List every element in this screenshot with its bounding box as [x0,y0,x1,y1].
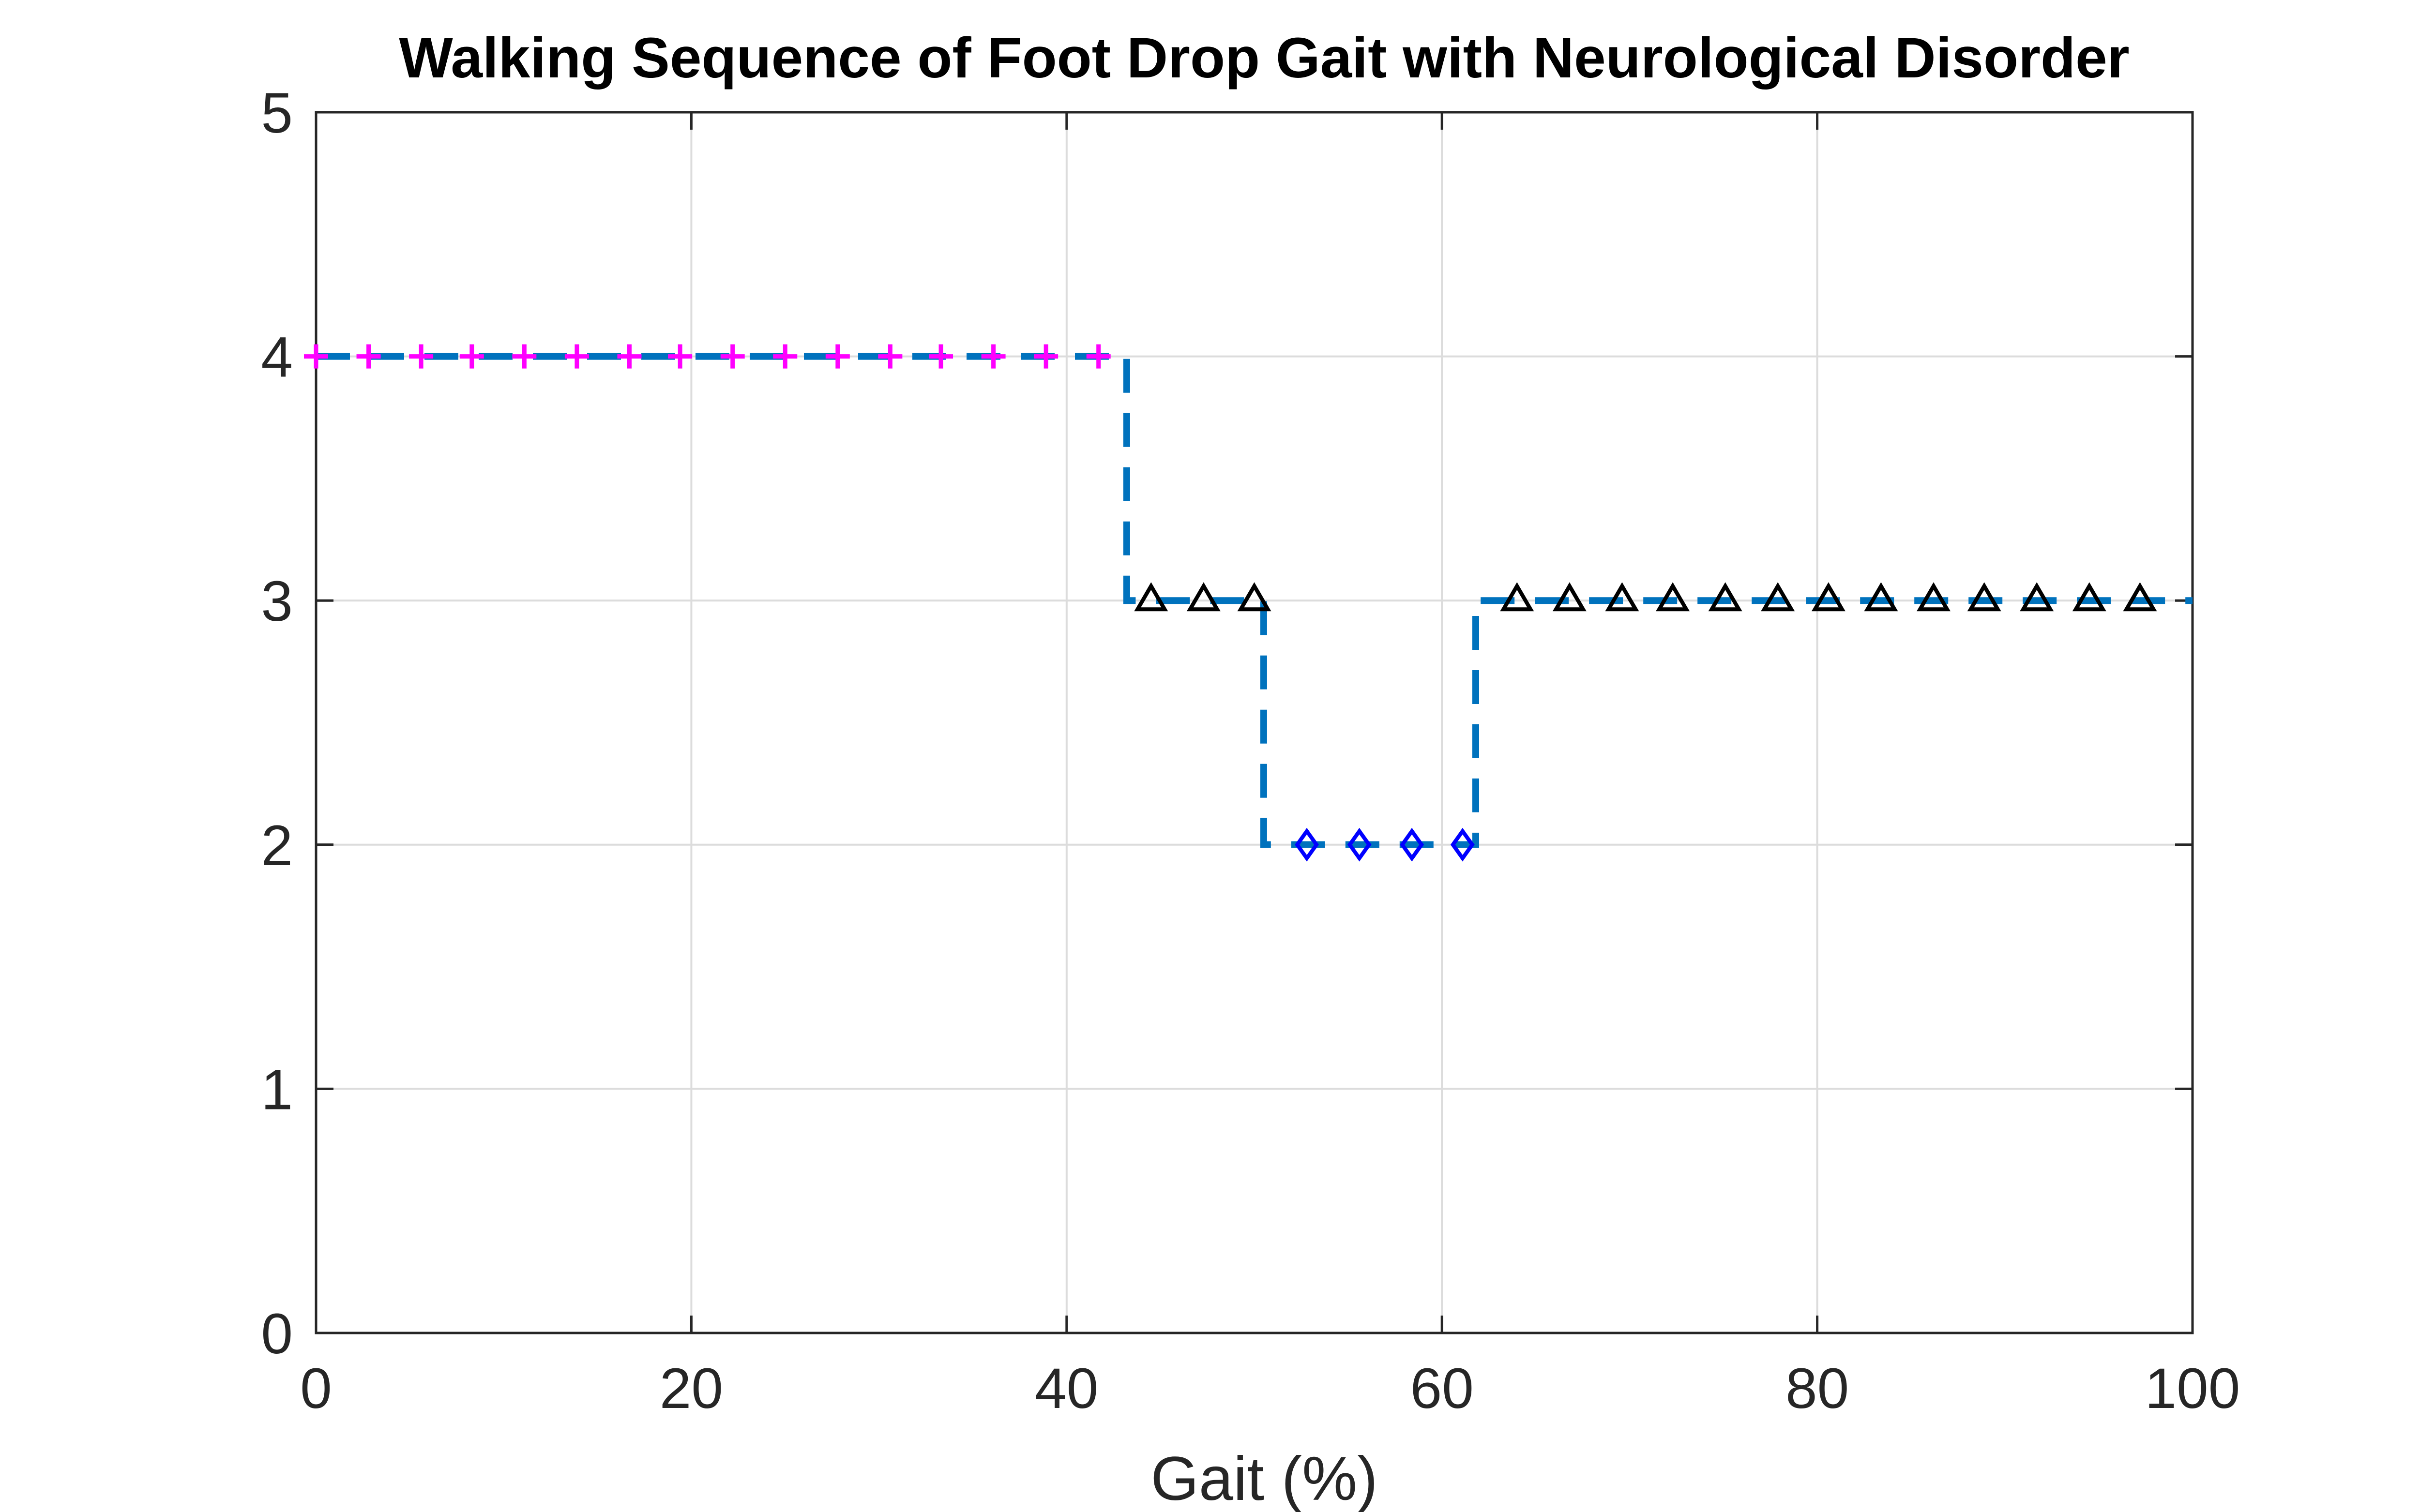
plus-marker [668,344,693,369]
axis-ticks [315,111,2194,1334]
plot-area-frame [315,111,2194,1334]
diamond-marker [1347,827,1372,862]
diamond-marker [1400,827,1424,862]
triangle-marker [1605,582,1639,612]
diamond-marker [1295,827,1319,862]
triangle-marker [2020,582,2054,612]
triangle-marker [2072,582,2106,612]
triangle-marker [1761,582,1795,612]
marker-layer [304,344,2157,862]
y-axis-tick-labels: 0 1 2 3 4 5 [261,81,293,1366]
triangle-marker [1967,582,2001,612]
triangle-marker [1811,582,1845,612]
triangle-marker [1500,582,1534,612]
plus-marker-series [304,344,1111,369]
diamond-marker [1450,827,1475,862]
x-axis-label: Gait (%) [1150,1444,1377,1512]
plus-marker [720,344,745,369]
plus-marker [929,344,953,369]
triangle-marker-series [1134,582,2157,612]
plus-marker [617,344,642,369]
triangle-marker [1134,582,1168,612]
plus-marker [512,344,537,369]
plus-marker [356,344,381,369]
y-tick-label: 2 [261,814,293,878]
plus-marker [1034,344,1059,369]
y-tick-label: 5 [261,81,293,145]
plus-marker [981,344,1006,369]
diamond-marker-series [1295,827,1475,862]
x-axis-tick-labels: 0 20 40 60 80 100 [300,1357,2240,1421]
triangle-marker [1552,582,1587,612]
plus-marker [304,344,328,369]
plus-marker [825,344,850,369]
plus-marker [773,344,798,369]
plus-marker [1086,344,1111,369]
triangle-marker [1864,582,1898,612]
triangle-marker [1186,582,1221,612]
x-tick-label: 20 [660,1357,723,1421]
plus-marker [564,344,589,369]
plus-marker [409,344,434,369]
x-tick-label: 80 [1785,1357,1849,1421]
plus-marker [459,344,484,369]
triangle-marker [1656,582,1690,612]
x-tick-label: 60 [1410,1357,1474,1421]
triangle-marker [1917,582,1951,612]
step-line-layer [316,353,2193,848]
triangle-marker [1708,582,1742,612]
plus-marker [878,344,903,369]
y-tick-label: 1 [261,1058,293,1122]
y-tick-label: 4 [261,326,293,389]
y-tick-label: 0 [261,1302,293,1366]
grid-lines [316,112,2193,1333]
triangle-marker [1237,582,1271,612]
x-tick-label: 40 [1035,1357,1098,1421]
chart-title: Walking Sequence of Foot Drop Gait with … [399,26,2129,90]
x-tick-label: 100 [2145,1357,2240,1421]
y-tick-label: 3 [261,569,293,633]
triangle-marker [2123,582,2157,612]
x-tick-label: 0 [300,1357,332,1421]
gait-step-line [316,353,2193,848]
